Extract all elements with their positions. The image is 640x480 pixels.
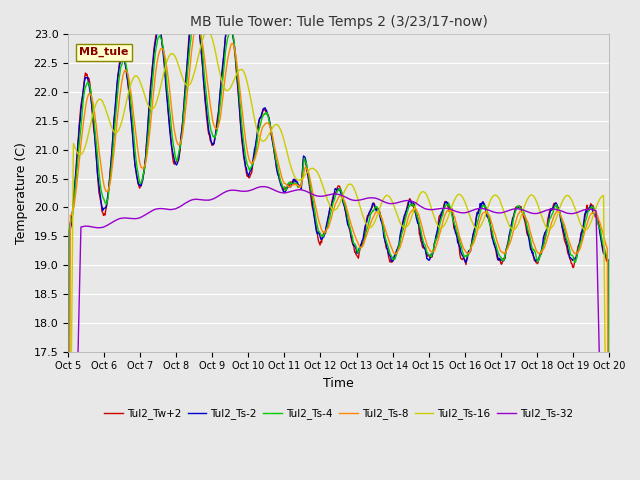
- Tul2_Ts-8: [420, 234, 428, 240]
- Tul2_Ts-32: [130, 216, 138, 222]
- Line: Tul2_Ts-4: Tul2_Ts-4: [68, 12, 609, 480]
- Tul2_Tw+2: [420, 246, 428, 252]
- Line: Tul2_Ts-8: Tul2_Ts-8: [68, 24, 609, 480]
- Tul2_Ts-2: [405, 198, 413, 204]
- Line: Tul2_Ts-32: Tul2_Ts-32: [68, 187, 609, 480]
- Tul2_Ts-8: [74, 171, 82, 177]
- Tul2_Ts-2: [190, 5, 198, 11]
- Tul2_Ts-32: [420, 205, 428, 211]
- Tul2_Tw+2: [191, 0, 199, 6]
- X-axis label: Time: Time: [323, 377, 354, 390]
- Line: Tul2_Ts-2: Tul2_Ts-2: [68, 8, 609, 480]
- Text: MB_tule: MB_tule: [79, 47, 129, 57]
- Tul2_Ts-4: [184, 59, 192, 65]
- Tul2_Tw+2: [130, 146, 138, 152]
- Tul2_Ts-16: [420, 190, 428, 195]
- Tul2_Ts-32: [184, 198, 192, 204]
- Tul2_Ts-8: [214, 125, 221, 131]
- Tul2_Ts-4: [192, 9, 200, 15]
- Tul2_Tw+2: [74, 140, 82, 146]
- Line: Tul2_Ts-16: Tul2_Ts-16: [68, 31, 609, 480]
- Tul2_Ts-32: [74, 354, 82, 360]
- Tul2_Ts-2: [130, 146, 138, 152]
- Tul2_Ts-4: [130, 130, 138, 135]
- Y-axis label: Temperature (C): Temperature (C): [15, 142, 28, 244]
- Tul2_Ts-2: [74, 142, 82, 147]
- Tul2_Ts-16: [405, 221, 413, 227]
- Tul2_Ts-2: [420, 245, 428, 251]
- Tul2_Ts-4: [420, 241, 428, 247]
- Legend: Tul2_Tw+2, Tul2_Ts-2, Tul2_Ts-4, Tul2_Ts-8, Tul2_Ts-16, Tul2_Ts-32: Tul2_Tw+2, Tul2_Ts-2, Tul2_Ts-4, Tul2_Ts…: [100, 404, 577, 423]
- Tul2_Ts-8: [405, 213, 413, 218]
- Tul2_Ts-4: [214, 122, 221, 128]
- Tul2_Ts-8: [194, 21, 202, 27]
- Tul2_Ts-2: [214, 117, 221, 123]
- Line: Tul2_Tw+2: Tul2_Tw+2: [68, 3, 609, 480]
- Title: MB Tule Tower: Tule Temps 2 (3/23/17-now): MB Tule Tower: Tule Temps 2 (3/23/17-now…: [189, 15, 488, 29]
- Tul2_Ts-16: [204, 28, 212, 34]
- Tul2_Ts-16: [130, 75, 138, 81]
- Tul2_Tw+2: [184, 41, 192, 47]
- Tul2_Tw+2: [214, 113, 221, 119]
- Tul2_Ts-16: [214, 61, 221, 67]
- Tul2_Ts-2: [184, 45, 192, 51]
- Tul2_Ts-32: [260, 184, 268, 190]
- Tul2_Ts-8: [184, 80, 192, 85]
- Tul2_Ts-32: [213, 194, 221, 200]
- Tul2_Ts-4: [405, 204, 413, 209]
- Tul2_Ts-16: [74, 151, 82, 156]
- Tul2_Ts-8: [130, 113, 138, 119]
- Tul2_Tw+2: [405, 199, 413, 204]
- Tul2_Ts-4: [74, 155, 82, 161]
- Tul2_Ts-32: [405, 198, 413, 204]
- Tul2_Ts-16: [184, 83, 192, 88]
